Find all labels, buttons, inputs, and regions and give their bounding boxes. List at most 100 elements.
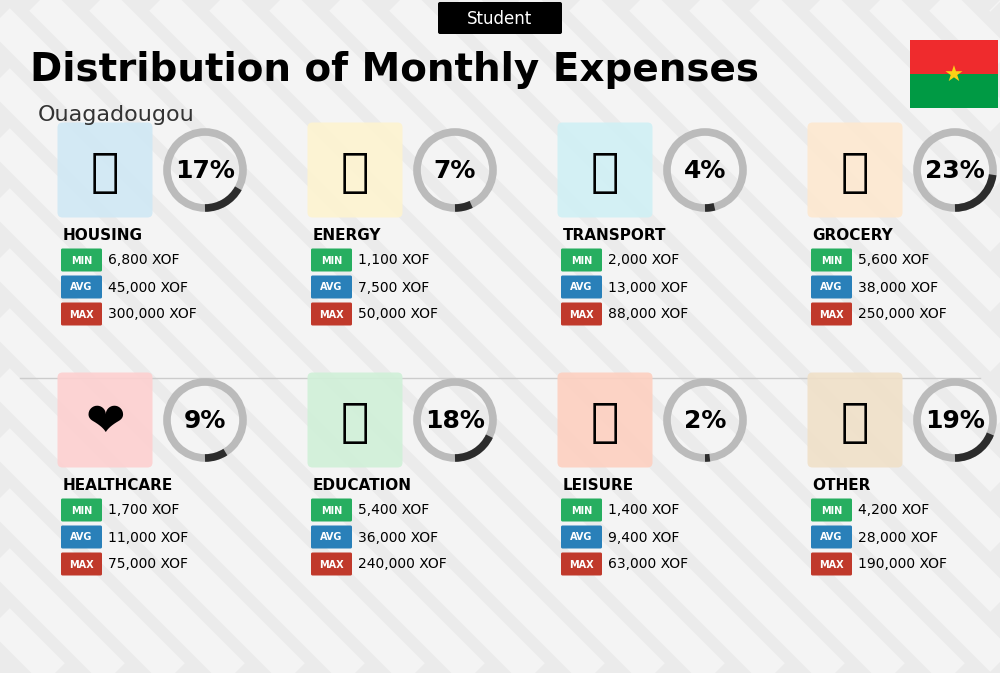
Text: AVG: AVG xyxy=(70,283,93,293)
Text: 9,400 XOF: 9,400 XOF xyxy=(608,530,680,544)
Text: AVG: AVG xyxy=(820,283,843,293)
FancyBboxPatch shape xyxy=(58,122,152,217)
Text: 63,000 XOF: 63,000 XOF xyxy=(608,557,689,571)
FancyBboxPatch shape xyxy=(311,526,352,548)
Text: AVG: AVG xyxy=(570,532,593,542)
Text: 11,000 XOF: 11,000 XOF xyxy=(108,530,189,544)
Text: GROCERY: GROCERY xyxy=(812,228,893,243)
FancyBboxPatch shape xyxy=(438,2,562,34)
FancyBboxPatch shape xyxy=(561,553,602,575)
Text: ❤: ❤ xyxy=(85,400,125,446)
Text: MAX: MAX xyxy=(819,559,844,569)
FancyBboxPatch shape xyxy=(561,526,602,548)
Text: MIN: MIN xyxy=(571,256,592,266)
FancyBboxPatch shape xyxy=(811,248,852,271)
FancyBboxPatch shape xyxy=(910,40,998,74)
FancyBboxPatch shape xyxy=(811,499,852,522)
Text: 🚌: 🚌 xyxy=(591,151,619,195)
Text: MAX: MAX xyxy=(319,559,344,569)
FancyBboxPatch shape xyxy=(61,526,102,548)
Text: MIN: MIN xyxy=(821,256,842,266)
Text: MAX: MAX xyxy=(69,559,94,569)
Text: MAX: MAX xyxy=(319,310,344,320)
Text: 5,600 XOF: 5,600 XOF xyxy=(858,254,930,267)
Text: 1,100 XOF: 1,100 XOF xyxy=(358,254,430,267)
Text: 38,000 XOF: 38,000 XOF xyxy=(858,281,939,295)
FancyBboxPatch shape xyxy=(61,553,102,575)
Text: 300,000 XOF: 300,000 XOF xyxy=(108,308,197,322)
Text: 36,000 XOF: 36,000 XOF xyxy=(358,530,439,544)
Text: 190,000 XOF: 190,000 XOF xyxy=(858,557,948,571)
FancyBboxPatch shape xyxy=(808,372,902,468)
Text: EDUCATION: EDUCATION xyxy=(312,478,412,493)
Text: 🔌: 🔌 xyxy=(341,151,369,195)
Text: AVG: AVG xyxy=(570,283,593,293)
Text: 1,400 XOF: 1,400 XOF xyxy=(608,503,680,518)
Text: ★: ★ xyxy=(944,66,964,86)
Text: 28,000 XOF: 28,000 XOF xyxy=(858,530,939,544)
Text: AVG: AVG xyxy=(320,532,343,542)
Text: 🛍: 🛍 xyxy=(591,400,619,446)
FancyBboxPatch shape xyxy=(308,122,402,217)
Text: OTHER: OTHER xyxy=(812,478,871,493)
Text: 4,200 XOF: 4,200 XOF xyxy=(858,503,930,518)
Text: 1,700 XOF: 1,700 XOF xyxy=(108,503,180,518)
Text: MIN: MIN xyxy=(71,505,92,516)
FancyBboxPatch shape xyxy=(558,122,652,217)
FancyBboxPatch shape xyxy=(811,553,852,575)
FancyBboxPatch shape xyxy=(311,499,352,522)
FancyBboxPatch shape xyxy=(58,372,152,468)
Text: 17%: 17% xyxy=(175,159,235,183)
Text: 🛒: 🛒 xyxy=(841,151,869,195)
Text: MIN: MIN xyxy=(321,505,342,516)
FancyBboxPatch shape xyxy=(311,553,352,575)
Text: 🏢: 🏢 xyxy=(91,151,119,195)
Text: MAX: MAX xyxy=(569,559,594,569)
Text: 7,500 XOF: 7,500 XOF xyxy=(358,281,430,295)
Text: MAX: MAX xyxy=(569,310,594,320)
FancyBboxPatch shape xyxy=(311,275,352,299)
Text: 88,000 XOF: 88,000 XOF xyxy=(608,308,689,322)
Text: MIN: MIN xyxy=(71,256,92,266)
FancyBboxPatch shape xyxy=(808,122,902,217)
Text: 45,000 XOF: 45,000 XOF xyxy=(108,281,188,295)
FancyBboxPatch shape xyxy=(561,499,602,522)
Text: AVG: AVG xyxy=(320,283,343,293)
Text: 7%: 7% xyxy=(434,159,476,183)
Text: MAX: MAX xyxy=(819,310,844,320)
FancyBboxPatch shape xyxy=(311,302,352,326)
FancyBboxPatch shape xyxy=(311,248,352,271)
FancyBboxPatch shape xyxy=(811,526,852,548)
Text: HOUSING: HOUSING xyxy=(62,228,143,243)
Text: 9%: 9% xyxy=(184,409,226,433)
FancyBboxPatch shape xyxy=(308,372,402,468)
Text: LEISURE: LEISURE xyxy=(562,478,634,493)
Text: 2,000 XOF: 2,000 XOF xyxy=(608,254,680,267)
Text: Student: Student xyxy=(467,10,533,28)
Text: AVG: AVG xyxy=(820,532,843,542)
Text: 19%: 19% xyxy=(925,409,985,433)
Text: 250,000 XOF: 250,000 XOF xyxy=(858,308,947,322)
Text: ENERGY: ENERGY xyxy=(312,228,381,243)
FancyBboxPatch shape xyxy=(811,302,852,326)
FancyBboxPatch shape xyxy=(561,302,602,326)
Text: 💰: 💰 xyxy=(841,400,869,446)
Text: 18%: 18% xyxy=(425,409,485,433)
FancyBboxPatch shape xyxy=(910,74,998,108)
FancyBboxPatch shape xyxy=(61,302,102,326)
FancyBboxPatch shape xyxy=(61,275,102,299)
Text: MAX: MAX xyxy=(69,310,94,320)
Text: 4%: 4% xyxy=(684,159,726,183)
Text: AVG: AVG xyxy=(70,532,93,542)
FancyBboxPatch shape xyxy=(561,275,602,299)
Text: 6,800 XOF: 6,800 XOF xyxy=(108,254,180,267)
Text: 23%: 23% xyxy=(925,159,985,183)
FancyBboxPatch shape xyxy=(61,248,102,271)
FancyBboxPatch shape xyxy=(561,248,602,271)
Text: Distribution of Monthly Expenses: Distribution of Monthly Expenses xyxy=(30,51,759,89)
Text: 13,000 XOF: 13,000 XOF xyxy=(608,281,689,295)
FancyBboxPatch shape xyxy=(558,372,652,468)
FancyBboxPatch shape xyxy=(61,499,102,522)
Text: 50,000 XOF: 50,000 XOF xyxy=(358,308,438,322)
Text: 5,400 XOF: 5,400 XOF xyxy=(358,503,430,518)
